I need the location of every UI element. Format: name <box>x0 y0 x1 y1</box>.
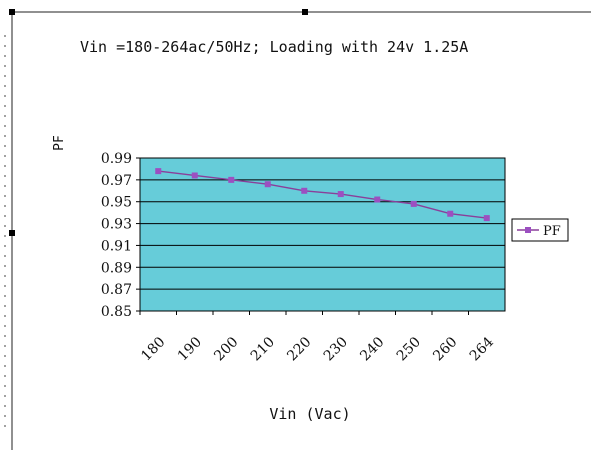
x-axis-label: Vin (Vac) <box>269 405 350 423</box>
x-tick-label: 264 <box>467 334 497 364</box>
y-tick-label: 0.91 <box>101 238 132 254</box>
y-tick-label: 0.87 <box>101 282 132 298</box>
y-tick-label: 0.97 <box>101 173 132 189</box>
legend-marker-swatch <box>525 227 531 233</box>
data-point-marker <box>191 172 198 179</box>
data-point-marker <box>301 187 308 194</box>
data-point-marker <box>374 196 381 203</box>
x-tick-label: 230 <box>321 334 351 364</box>
x-tick-label: 190 <box>175 334 205 364</box>
resize-handle-middle-left[interactable] <box>9 230 15 236</box>
x-tick-label: 250 <box>394 334 424 364</box>
x-tick-labels: 180 190 200 210 220 230 240 250 260 264 <box>138 334 497 364</box>
resize-handle-top-left[interactable] <box>9 9 15 15</box>
plot-area <box>139 157 506 312</box>
x-tick-label: 220 <box>284 334 314 364</box>
legend: PF <box>511 218 569 242</box>
resize-handle-top-center[interactable] <box>302 9 308 15</box>
x-tick-label: 240 <box>357 334 387 364</box>
series-line <box>158 170 487 219</box>
data-point-marker <box>483 215 490 222</box>
y-tick-label: 0.99 <box>101 151 132 167</box>
x-tick-label: 210 <box>248 334 278 364</box>
data-point-marker <box>155 168 162 175</box>
data-point-marker <box>264 181 271 188</box>
gridlines <box>136 157 505 315</box>
y-tick-label: 0.95 <box>101 195 132 211</box>
data-point-marker <box>337 191 344 198</box>
data-point-marker <box>447 210 454 217</box>
chart-title: Vin =180-264ac/50Hz; Loading with 24v 1.… <box>80 38 468 56</box>
x-tick-label: 200 <box>211 334 241 364</box>
y-tick-labels: 0.99 0.97 0.95 0.93 0.91 0.89 0.87 0.85 <box>101 151 132 320</box>
data-point-marker <box>410 200 417 207</box>
data-point-marker <box>228 176 235 183</box>
y-tick-label: 0.93 <box>101 217 132 233</box>
legend-label: PF <box>543 224 561 239</box>
legend-box <box>511 218 569 242</box>
y-tick-label: 0.89 <box>101 260 132 276</box>
y-tick-label: 0.85 <box>101 304 132 320</box>
series-pf <box>155 168 490 222</box>
y-axis-label: PF <box>52 135 67 151</box>
x-tick-label: 260 <box>430 334 460 364</box>
x-tick-label: 180 <box>138 334 168 364</box>
